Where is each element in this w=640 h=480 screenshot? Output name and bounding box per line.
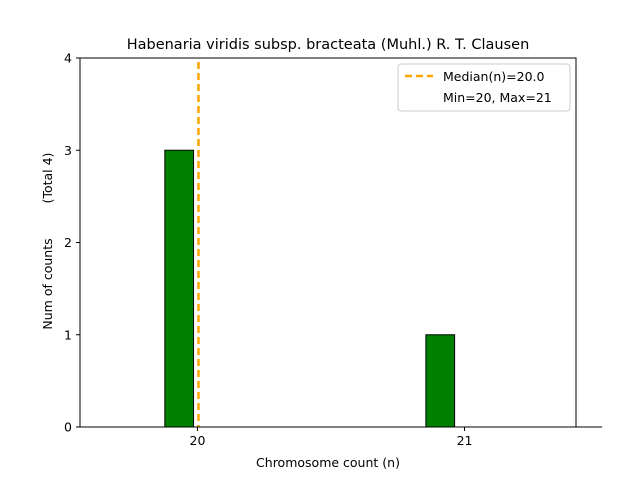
- x-tick-label: 21: [457, 433, 473, 448]
- chart-title: Habenaria viridis subsp. bracteata (Muhl…: [127, 37, 530, 53]
- bar-20: [164, 149, 195, 428]
- y-tick-label: 3: [64, 143, 72, 158]
- x-axis: 20 21: [190, 427, 473, 448]
- y-tick-label: 4: [64, 51, 72, 66]
- y-axis: 0 1 2 3 4: [64, 51, 80, 435]
- y-axis-label: Num of counts: [40, 238, 55, 329]
- x-axis-label: Chromosome count (n): [256, 455, 400, 470]
- y-tick-label: 0: [64, 420, 72, 435]
- y-tick-label: 1: [64, 327, 72, 342]
- legend-frame: [397, 63, 571, 112]
- y-axis-total-note: (Total 4): [40, 153, 55, 204]
- y-tick-label: 2: [64, 235, 72, 250]
- x-tick-label: 20: [190, 433, 206, 448]
- bar-21: [425, 334, 456, 428]
- legend-median-label: Median(n)=20.0: [443, 69, 544, 84]
- legend-range-label: Min=20, Max=21: [443, 90, 552, 105]
- legend: Median(n)=20.0 Min=20, Max=21: [397, 63, 571, 112]
